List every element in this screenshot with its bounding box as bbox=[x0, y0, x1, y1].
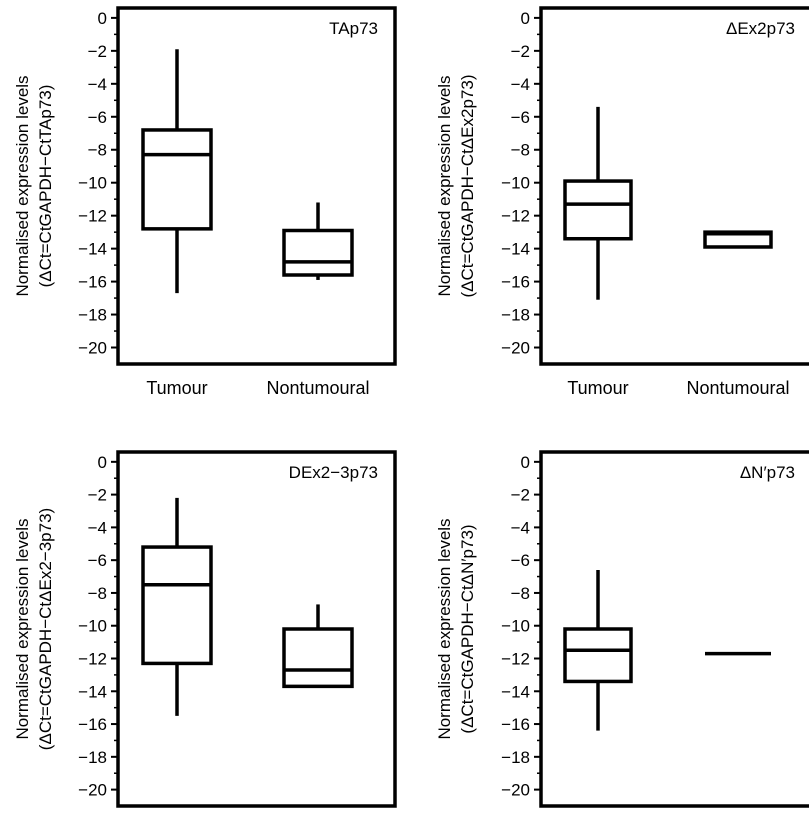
y-tick-label: −18 bbox=[78, 748, 107, 767]
y-tick-label: −20 bbox=[78, 339, 107, 358]
y-axis-label: Normalised expression levels bbox=[13, 518, 32, 739]
y-tick-label: −8 bbox=[511, 141, 530, 160]
x-category-label: Tumour bbox=[146, 378, 207, 398]
y-tick-label: −4 bbox=[88, 518, 107, 537]
y-tick-label: 0 bbox=[98, 453, 107, 472]
plot-frame-1 bbox=[116, 6, 397, 366]
panel-title: DEx2−3p73 bbox=[289, 463, 378, 482]
y-tick-label: −12 bbox=[78, 207, 107, 226]
y-tick-label: −10 bbox=[78, 174, 107, 193]
y-tick-label: −6 bbox=[88, 551, 107, 570]
box-iqr bbox=[563, 627, 633, 684]
panel-title: ΔEx2p73 bbox=[726, 19, 795, 38]
y-tick-label: −18 bbox=[501, 748, 530, 767]
y-tick-label: −4 bbox=[511, 518, 530, 537]
y-tick-label: −2 bbox=[88, 486, 107, 505]
y-tick-label: −8 bbox=[88, 584, 107, 603]
y-tick-label: −16 bbox=[78, 715, 107, 734]
y-tick-label: −12 bbox=[501, 207, 530, 226]
y-tick-label: −16 bbox=[501, 715, 530, 734]
box-iqr bbox=[282, 627, 354, 689]
y-tick-label: −14 bbox=[501, 682, 530, 701]
y-tick-label: −18 bbox=[501, 306, 530, 325]
y-tick-label: 0 bbox=[521, 453, 530, 472]
y-tick-label: −8 bbox=[511, 584, 530, 603]
y-tick-label: −4 bbox=[88, 75, 107, 94]
y-tick-label: 0 bbox=[521, 9, 530, 28]
plot-frame-4 bbox=[539, 450, 809, 808]
y-tick-label: −10 bbox=[501, 174, 530, 193]
y-tick-label: −12 bbox=[501, 650, 530, 669]
box-iqr bbox=[282, 228, 354, 277]
y-tick-label: 0 bbox=[98, 9, 107, 28]
y-tick-label: −6 bbox=[511, 551, 530, 570]
y-tick-label: −6 bbox=[88, 108, 107, 127]
y-tick-label: −2 bbox=[511, 42, 530, 61]
y-axis-label-formula: (ΔCt=CtGAPDH−CtΔEx2p73) bbox=[458, 74, 477, 297]
y-axis-label: Normalised expression levels bbox=[13, 75, 32, 296]
y-tick-label: −8 bbox=[88, 141, 107, 160]
box-iqr bbox=[563, 179, 633, 241]
y-tick-label: −20 bbox=[501, 339, 530, 358]
y-tick-label: −12 bbox=[78, 650, 107, 669]
panel-title: TAp73 bbox=[329, 19, 378, 38]
y-axis-label-formula: (ΔCt=CtGAPDH−CtTAp73) bbox=[36, 85, 55, 288]
y-tick-label: −14 bbox=[78, 682, 107, 701]
y-tick-label: −18 bbox=[78, 306, 107, 325]
y-axis-label: Normalised expression levels bbox=[435, 75, 454, 296]
x-category-label: Nontumoural bbox=[686, 378, 789, 398]
y-tick-label: −10 bbox=[501, 617, 530, 636]
y-tick-label: −4 bbox=[511, 75, 530, 94]
y-tick-label: −2 bbox=[88, 42, 107, 61]
y-tick-label: −20 bbox=[78, 781, 107, 800]
y-tick-label: −10 bbox=[78, 617, 107, 636]
y-tick-label: −2 bbox=[511, 486, 530, 505]
plot-frame-3 bbox=[116, 450, 397, 808]
y-tick-label: −14 bbox=[501, 240, 530, 259]
y-axis-label-formula: (ΔCt=CtGAPDH−CtΔEx2−3p73) bbox=[36, 508, 55, 750]
y-axis-label-formula: (ΔCt=CtGAPDH−CtΔN′p73) bbox=[458, 524, 477, 733]
panel-title: ΔN′p73 bbox=[740, 463, 795, 482]
y-tick-label: −16 bbox=[501, 273, 530, 292]
x-category-label: Nontumoural bbox=[266, 378, 369, 398]
box-iqr bbox=[141, 545, 213, 666]
x-category-label: Tumour bbox=[567, 378, 628, 398]
y-tick-label: −20 bbox=[501, 781, 530, 800]
plot-frame-2 bbox=[539, 6, 809, 366]
y-axis-label: Normalised expression levels bbox=[435, 518, 454, 739]
y-tick-label: −14 bbox=[78, 240, 107, 259]
box-iqr bbox=[141, 128, 213, 231]
y-tick-label: −6 bbox=[511, 108, 530, 127]
y-tick-label: −16 bbox=[78, 273, 107, 292]
